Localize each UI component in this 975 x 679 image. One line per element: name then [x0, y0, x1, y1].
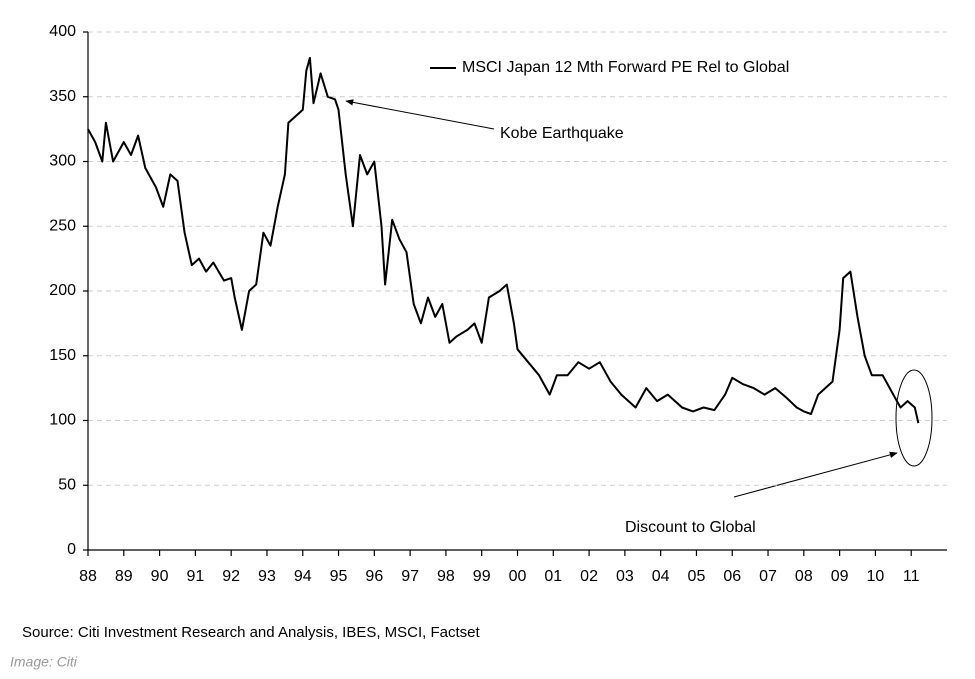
- annotation-arrow: [345, 99, 495, 130]
- x-tick-label: 90: [151, 568, 169, 585]
- x-tick-label: 01: [544, 568, 562, 585]
- x-tick-label: 96: [365, 568, 383, 585]
- x-tick-label: 08: [795, 568, 813, 585]
- x-tick-label: 10: [867, 568, 885, 585]
- x-tick-label: 89: [115, 568, 133, 585]
- y-tick-label: 250: [49, 217, 76, 234]
- annotation: Discount to Global: [625, 519, 756, 536]
- highlight-ellipse: [895, 369, 933, 467]
- x-tick-label: 06: [723, 568, 741, 585]
- x-tick-label: 00: [509, 568, 527, 585]
- source: Source: Citi Investment Research and Ana…: [22, 624, 481, 641]
- x-tick-label: 95: [330, 568, 348, 585]
- annotation: Kobe Earthquake: [500, 125, 624, 142]
- x-tick-label: 02: [580, 568, 598, 585]
- y-tick-label: 0: [67, 541, 76, 558]
- x-tick-label: 03: [616, 568, 634, 585]
- series-line: [87, 56, 920, 424]
- x-tick-label: 09: [831, 568, 849, 585]
- y-tick-label: 50: [58, 476, 76, 493]
- x-tick-label: 92: [222, 568, 240, 585]
- x-tick-label: 93: [258, 568, 276, 585]
- x-tick-label: 05: [688, 568, 706, 585]
- x-tick-label: 91: [186, 568, 204, 585]
- x-tick-label: 11: [903, 568, 920, 585]
- y-tick-label: 100: [49, 412, 76, 429]
- x-tick-label: 97: [401, 568, 419, 585]
- x-tick-label: 99: [473, 568, 491, 585]
- y-tick-label: 150: [49, 347, 76, 364]
- y-tick-label: 200: [49, 282, 76, 299]
- x-tick-label: 07: [759, 568, 777, 585]
- credit: Image: Citi: [10, 654, 78, 670]
- x-tick-label: 94: [294, 568, 312, 585]
- y-tick-label: 300: [49, 153, 76, 170]
- y-tick-label: 400: [49, 23, 76, 40]
- x-tick-label: 04: [652, 568, 670, 585]
- legend-label: MSCI Japan 12 Mth Forward PE Rel to Glob…: [462, 59, 789, 76]
- y-tick-label: 350: [49, 88, 76, 105]
- x-tick-label: 98: [437, 568, 455, 585]
- annotation-arrow: [733, 451, 898, 498]
- x-tick-label: 88: [79, 568, 97, 585]
